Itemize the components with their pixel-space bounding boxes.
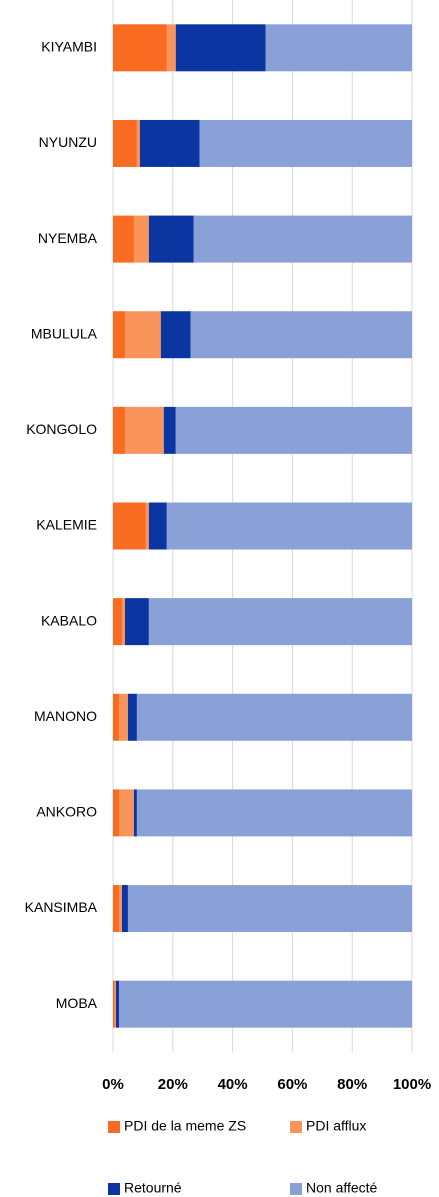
y-tick-label: MOBA <box>56 995 98 1011</box>
y-tick-label: NYEMBA <box>38 230 98 246</box>
bar-segment <box>175 24 266 72</box>
bar-segment <box>136 119 140 167</box>
bar-segment <box>190 311 412 359</box>
y-tick-label: KONGOLO <box>26 421 97 437</box>
bar-segment <box>121 885 128 933</box>
bar-segment <box>113 406 125 454</box>
bar-segment <box>127 693 137 741</box>
y-tick-label: MBULULA <box>31 325 98 341</box>
bar-segment <box>163 406 176 454</box>
legend-label: PDI afflux <box>306 1118 366 1134</box>
y-tick-label: NYUNZU <box>39 134 97 150</box>
x-tick-label: 100% <box>393 1076 431 1093</box>
bar-segment <box>118 980 412 1028</box>
y-tick-label: KALEMIE <box>36 517 97 533</box>
y-tick-label: MANONO <box>34 708 97 724</box>
bar-segment <box>175 406 412 454</box>
bar-segment <box>139 119 200 167</box>
x-tick-label: 20% <box>158 1076 188 1093</box>
bar-segment <box>124 598 149 646</box>
bar-segment <box>121 598 125 646</box>
bar-segment <box>113 789 119 837</box>
legend-swatch <box>108 1183 120 1195</box>
bar-segment <box>124 406 164 454</box>
bar-segment <box>193 215 412 263</box>
bar-segment <box>148 502 167 550</box>
bar-segment <box>199 119 412 167</box>
legend-label: PDI de la meme ZS <box>124 1118 246 1134</box>
bar-segment <box>127 885 412 933</box>
bar-segment <box>118 693 128 741</box>
bar-segment <box>136 789 413 837</box>
bar-segment <box>113 215 134 263</box>
bar-segment <box>160 311 191 359</box>
bar-segment <box>113 24 167 72</box>
bar-segment <box>166 24 176 72</box>
bar-segment <box>265 24 412 72</box>
bar-segment <box>148 215 194 263</box>
bar-segment <box>166 502 412 550</box>
x-tick-label: 40% <box>218 1076 248 1093</box>
legend-label: Non affecté <box>306 1180 378 1196</box>
bar-segment <box>113 693 119 741</box>
bar-segment <box>124 311 161 359</box>
bar-segment <box>113 502 146 550</box>
bar-segment <box>136 693 413 741</box>
bar-segment <box>114 980 116 1028</box>
bar-segment <box>113 119 137 167</box>
bar-segment <box>148 598 412 646</box>
bar-segment <box>113 311 125 359</box>
bar-segment <box>115 980 119 1028</box>
bar-segment <box>118 789 134 837</box>
x-tick-label: 60% <box>277 1076 307 1093</box>
y-tick-label: KANSIMBA <box>25 899 98 915</box>
legend-swatch <box>290 1121 302 1133</box>
x-tick-label: 0% <box>102 1076 124 1093</box>
y-tick-label: ANKORO <box>36 804 97 820</box>
bar-segment <box>145 502 149 550</box>
x-tick-label: 80% <box>337 1076 367 1093</box>
bar-segment <box>113 980 115 1028</box>
bar-segment <box>113 885 119 933</box>
bar-segment <box>133 789 137 837</box>
legend-swatch <box>108 1121 120 1133</box>
legend-swatch <box>290 1183 302 1195</box>
bar-segment <box>133 215 149 263</box>
bar-segment <box>113 598 122 646</box>
y-tick-label: KABALO <box>41 612 97 628</box>
y-tick-label: KIYAMBI <box>41 39 97 55</box>
bar-segment <box>118 885 122 933</box>
legend-label: Retourné <box>124 1180 182 1196</box>
